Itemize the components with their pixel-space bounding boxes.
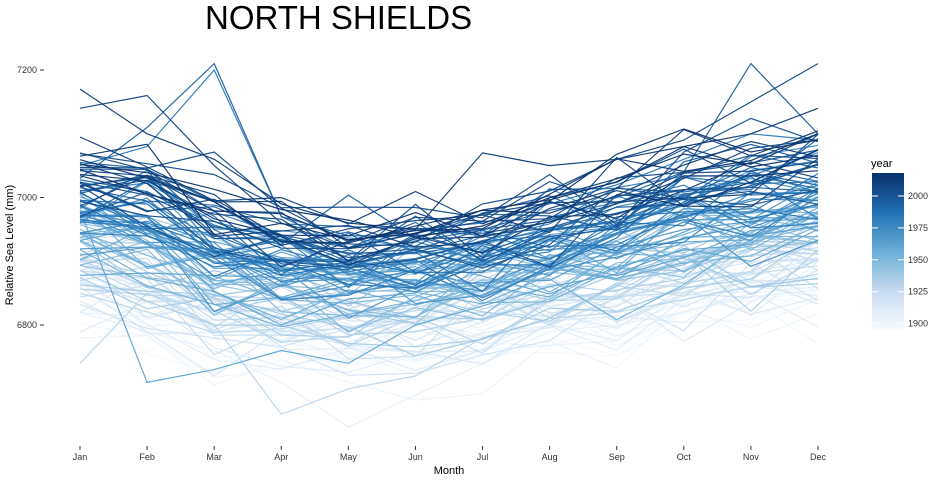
chart-title: NORTH SHIELDS <box>205 0 472 36</box>
y-tick-label-7200: 7200 <box>17 65 37 75</box>
series-line-1970 <box>79 212 819 313</box>
series-line-2014 <box>79 170 819 237</box>
x-tick-label-feb: Feb <box>139 452 155 462</box>
series-line-1929 <box>79 232 819 334</box>
series-line-1945 <box>79 233 819 315</box>
x-tick-label-aug: Aug <box>542 452 558 462</box>
x-tick-label-apr: Apr <box>274 452 288 462</box>
x-tick-label-sep: Sep <box>609 452 625 462</box>
series-line-2012 <box>79 140 819 262</box>
series-line-1997 <box>79 62 819 237</box>
series-line-1936 <box>79 234 819 348</box>
x-axis-label: Month <box>434 465 465 477</box>
legend-ticks: 1900 1925 1950 1975 2000 <box>872 191 928 329</box>
legend-tick-label-1925: 1925 <box>908 287 928 297</box>
series-line-1906 <box>79 286 819 428</box>
legend-tick-label-1975: 1975 <box>908 223 928 233</box>
legend-tick-label-2000: 2000 <box>908 191 928 201</box>
x-tick-label-oct: Oct <box>677 452 692 462</box>
series-line-2005 <box>79 117 819 226</box>
series-line-1943 <box>79 257 819 332</box>
series-line-2018 <box>79 143 819 241</box>
series-line-1914 <box>79 259 819 348</box>
series-line-1901 <box>79 282 819 362</box>
series-line-1900 <box>79 300 819 378</box>
series-line-1984 <box>79 208 819 290</box>
series-line-1908 <box>79 269 819 361</box>
x-axis: Jan Feb Mar Apr May Jun Jul Aug Sep Oct Nov Dec <box>73 446 827 462</box>
series-line-1928 <box>79 241 819 324</box>
series-line-2017 <box>79 128 819 238</box>
series-line-1979 <box>79 196 819 301</box>
x-tick-label-jul: Jul <box>477 452 489 462</box>
series-line-2011 <box>79 161 819 267</box>
series-line-2015 <box>79 149 819 244</box>
series-line-2006 <box>79 161 819 268</box>
y-tick-label-7000: 7000 <box>17 193 37 203</box>
y-tick-label-6800: 6800 <box>17 320 37 330</box>
y-axis: 6800 7000 7200 <box>17 65 44 330</box>
series-line-2013 <box>79 88 819 231</box>
legend-tick-label-1900: 1900 <box>908 319 928 329</box>
series-line-1930 <box>79 273 819 416</box>
x-tick-label-may: May <box>340 452 358 462</box>
series-line-1954 <box>79 212 819 328</box>
y-axis-label: Relative Sea Level (mm) <box>4 185 16 305</box>
x-tick-label-dec: Dec <box>810 452 827 462</box>
series-line-1996 <box>79 168 819 246</box>
series-line-1957 <box>79 215 819 306</box>
series-line-1911 <box>79 269 819 343</box>
series-line-1988 <box>79 176 819 255</box>
series-line-1953 <box>79 225 819 317</box>
year-legend: year 1900 1925 1950 1975 2000 <box>871 158 928 330</box>
x-tick-label-nov: Nov <box>743 452 760 462</box>
series-line-2016 <box>79 132 819 241</box>
legend-title: year <box>871 158 893 170</box>
x-tick-label-jun: Jun <box>408 452 423 462</box>
series-line-1985 <box>79 173 819 274</box>
legend-colorbar <box>872 173 904 330</box>
x-tick-label-jan: Jan <box>73 452 88 462</box>
series-line-1961 <box>79 210 819 384</box>
series-line-1919 <box>79 262 819 376</box>
series-line-1915 <box>79 278 819 377</box>
series-lines <box>79 62 819 428</box>
series-line-1998 <box>79 164 819 259</box>
series-line-2002 <box>79 189 819 268</box>
legend-tick-label-1950: 1950 <box>908 255 928 265</box>
x-tick-label-mar: Mar <box>206 452 222 462</box>
series-line-2013 <box>79 133 819 225</box>
series-line-1956 <box>79 209 819 321</box>
series-line-1997 <box>79 143 819 261</box>
series-line-1912 <box>79 287 819 371</box>
series-line-1961 <box>79 188 819 295</box>
series-line-1902 <box>79 303 819 401</box>
series-line-1980 <box>79 185 819 289</box>
